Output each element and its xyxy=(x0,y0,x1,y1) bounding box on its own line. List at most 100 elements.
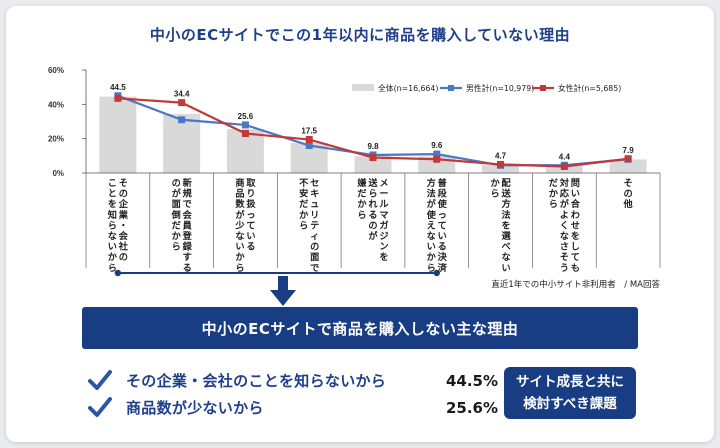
series-point xyxy=(241,121,249,129)
category-label-char: 安 xyxy=(299,188,308,200)
category-label: 対応がよくなさそう xyxy=(559,177,570,274)
category-label-char: 法 xyxy=(501,209,510,221)
category-label-char: で xyxy=(310,263,319,274)
category-label-char: 数 xyxy=(234,198,245,210)
category-label-char: 送 xyxy=(367,177,378,189)
series-point xyxy=(497,160,505,168)
category-label-char: を xyxy=(571,231,580,242)
category-label-char: の xyxy=(624,189,633,200)
category-label-char: を xyxy=(108,199,117,210)
reason-banner: 中小のECサイトで商品を購入しない主な理由 xyxy=(82,307,638,349)
series-point xyxy=(560,162,568,170)
category-label: のが面倒だから xyxy=(171,178,182,253)
category-label-char: こ xyxy=(108,178,117,189)
category-label-char: か xyxy=(357,199,367,210)
category-label-char: テ xyxy=(310,220,319,231)
category-label-char: が xyxy=(368,230,378,242)
category-label-char: の xyxy=(119,189,128,200)
category-label-char: い xyxy=(501,263,510,274)
category-label-char: 問 xyxy=(571,178,580,189)
category-label-char: か xyxy=(549,189,559,200)
category-label-char: 少 xyxy=(234,219,244,231)
category-label-char: 会 xyxy=(119,230,129,242)
reason-value: 25.6% xyxy=(445,399,498,417)
category-label-char: せ xyxy=(571,220,580,231)
category-label: セキュリティの面で xyxy=(310,178,319,274)
callout-line-2: 検討すべき課題 xyxy=(523,396,617,412)
category-label: 問い合わせをしても xyxy=(571,178,581,274)
category-label-char: で xyxy=(183,199,192,210)
category-label-char: 対 xyxy=(559,177,569,189)
category-label-char: 嫌 xyxy=(356,177,367,189)
category-label-char: っ xyxy=(438,210,447,221)
bar xyxy=(354,156,392,173)
legend-label: 全体(n=16,664) xyxy=(378,83,438,93)
category-label: 配送方法を選べない xyxy=(500,178,511,274)
category-label-char: ル xyxy=(379,199,388,210)
category-label: 方法が使えないから xyxy=(426,177,437,274)
category-label-char: ら xyxy=(490,189,499,200)
category-label-char: 使 xyxy=(426,209,437,221)
series-point xyxy=(305,142,313,150)
category-label-char: か xyxy=(108,252,118,263)
checkmark-icon xyxy=(88,397,112,417)
category-label-char: 方 xyxy=(427,177,436,189)
category-label-char: ら xyxy=(108,263,117,274)
category-label-char: 品 xyxy=(235,189,244,200)
category-label-char: 不 xyxy=(299,178,309,189)
category-label-char: を xyxy=(379,252,388,263)
bar xyxy=(163,113,201,173)
checkmark-icon xyxy=(88,370,112,390)
category-label-char: の xyxy=(172,178,181,189)
category-label-char: の xyxy=(310,242,319,253)
category-label-char: う xyxy=(560,263,569,274)
category-label-char: だ xyxy=(357,189,366,200)
series-point xyxy=(369,154,377,162)
category-label-char: も xyxy=(571,263,580,274)
category-label-char: ュ xyxy=(310,199,319,210)
category-label-char: る xyxy=(246,242,255,253)
category-label-char: よ xyxy=(560,210,569,221)
category-label-char: だ xyxy=(172,220,181,231)
series-point xyxy=(114,94,122,102)
category-label-char: 企 xyxy=(118,198,129,210)
category-label: 嫌だから xyxy=(356,177,367,221)
down-arrow-icon xyxy=(270,276,296,306)
category-label-char: か xyxy=(172,231,182,242)
series-point xyxy=(241,130,249,138)
category-label-char: ら xyxy=(235,263,244,274)
bar xyxy=(482,164,520,173)
category-label-char: え xyxy=(427,220,436,231)
category-label-char: 新 xyxy=(183,177,192,189)
category-label-char: ・ xyxy=(119,220,128,231)
reason-text: その企業・会社のことを知らないから xyxy=(126,371,387,390)
legend-marker xyxy=(540,85,546,91)
category-label-char: 済 xyxy=(438,262,448,274)
category-label-char: 段 xyxy=(438,188,448,200)
category-label-char: ら xyxy=(172,242,181,253)
category-label-char: と xyxy=(108,189,117,200)
data-label: 4.7 xyxy=(495,151,507,160)
data-label: 4.4 xyxy=(559,152,571,161)
series-point xyxy=(178,116,186,124)
category-label-char: ー xyxy=(379,189,388,200)
data-label: 34.4 xyxy=(174,90,190,99)
bar-line-chart: 60% 40% 20% 0% 44.5 34.4 25.6 17.5 9.8 9.6 4.7 4.4 7… xyxy=(48,66,661,290)
category-label: だから xyxy=(549,178,559,210)
category-label-char: ィ xyxy=(310,231,319,242)
category-label-char: 決 xyxy=(438,251,448,263)
data-label: 7.9 xyxy=(623,146,635,155)
category-label-char: の xyxy=(119,252,128,263)
category-label-char: ジ xyxy=(379,231,388,242)
category-label-char: か xyxy=(427,252,437,263)
category-label-char: 使 xyxy=(437,198,448,210)
category-label-char: そ xyxy=(560,252,569,263)
category-label-char: る xyxy=(438,242,447,253)
category-label-char: 規 xyxy=(183,188,193,200)
category-label-char: メ xyxy=(379,178,388,189)
category-label-char: り xyxy=(246,189,255,200)
category-label-char: 送 xyxy=(500,188,511,200)
category-label-char: 会 xyxy=(183,209,193,221)
chart-note: 直近1年での中小サイト非利用者 / MA回答 xyxy=(491,279,660,290)
category-label-char: 方 xyxy=(501,198,510,210)
